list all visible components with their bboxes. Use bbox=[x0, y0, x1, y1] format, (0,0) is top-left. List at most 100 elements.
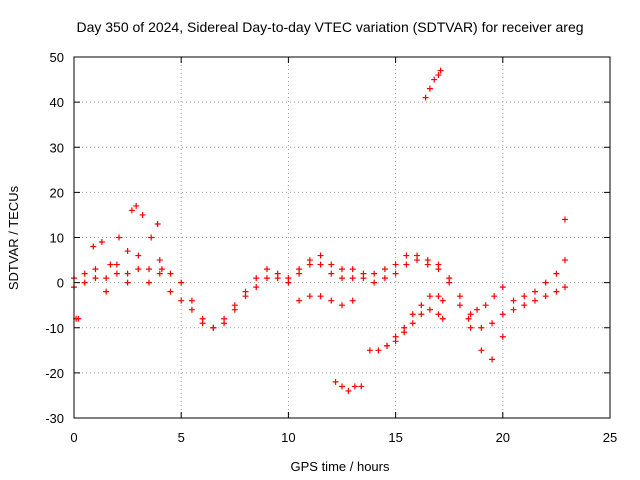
plot-frame bbox=[73, 56, 611, 419]
data-point bbox=[467, 311, 474, 318]
data-point bbox=[156, 257, 163, 264]
data-point bbox=[167, 288, 174, 295]
data-point bbox=[456, 293, 463, 300]
data-point bbox=[531, 288, 538, 295]
data-point bbox=[339, 383, 345, 390]
data-point bbox=[253, 275, 260, 282]
data-point bbox=[392, 261, 399, 268]
data-point bbox=[221, 320, 228, 327]
x-tick-label: 20 bbox=[496, 430, 510, 445]
data-point bbox=[435, 293, 442, 300]
data-point bbox=[339, 275, 345, 282]
data-point bbox=[422, 94, 429, 101]
grid bbox=[74, 57, 610, 418]
y-tick-label: 20 bbox=[50, 185, 64, 200]
data-point bbox=[371, 270, 378, 277]
data-point bbox=[103, 275, 110, 282]
data-point bbox=[210, 324, 217, 331]
data-point bbox=[124, 248, 131, 255]
data-point bbox=[561, 257, 568, 264]
data-point bbox=[188, 297, 195, 304]
data-point bbox=[553, 270, 560, 277]
data-point bbox=[403, 261, 410, 268]
data-point bbox=[107, 261, 114, 268]
data-point bbox=[103, 288, 110, 295]
data-point bbox=[531, 297, 538, 304]
data-point bbox=[199, 320, 206, 327]
data-point bbox=[375, 347, 382, 354]
series-track-b bbox=[71, 257, 568, 363]
data-point bbox=[499, 333, 506, 340]
data-point bbox=[345, 387, 352, 394]
y-tick-label: 10 bbox=[50, 231, 64, 246]
data-point bbox=[491, 293, 498, 300]
data-point bbox=[146, 279, 153, 286]
data-point bbox=[384, 342, 391, 349]
data-point bbox=[328, 297, 335, 304]
data-point bbox=[317, 293, 324, 300]
data-point bbox=[328, 261, 335, 268]
data-point bbox=[446, 279, 453, 286]
x-tick-label: 10 bbox=[281, 430, 295, 445]
data-point bbox=[510, 306, 517, 313]
data-point bbox=[431, 76, 438, 83]
data-point bbox=[371, 279, 378, 286]
x-axis-label: GPS time / hours bbox=[291, 459, 390, 474]
y-tick-label: -20 bbox=[45, 366, 64, 381]
data-point bbox=[135, 252, 142, 259]
data-point bbox=[113, 261, 120, 268]
data-point bbox=[358, 383, 365, 390]
data-point bbox=[437, 67, 444, 74]
x-tick-label: 0 bbox=[70, 430, 77, 445]
y-tick-label: 40 bbox=[50, 95, 64, 110]
data-point bbox=[128, 207, 135, 214]
data-point bbox=[253, 284, 260, 291]
data-point bbox=[75, 315, 82, 322]
data-point bbox=[435, 72, 442, 79]
data-point bbox=[124, 279, 131, 286]
data-point bbox=[139, 211, 146, 218]
data-point bbox=[381, 266, 388, 273]
series-arc-f bbox=[384, 306, 446, 349]
data-point bbox=[465, 315, 472, 322]
data-point bbox=[81, 279, 88, 286]
series-spikes bbox=[90, 202, 165, 273]
data-point bbox=[381, 275, 388, 282]
data-point bbox=[401, 329, 408, 336]
y-axis-label: SDTVAR / TECUs bbox=[6, 185, 21, 290]
data-point bbox=[499, 311, 506, 318]
data-point bbox=[435, 266, 442, 273]
data-point bbox=[521, 293, 528, 300]
data-point bbox=[242, 293, 249, 300]
data-point bbox=[349, 275, 356, 282]
data-point bbox=[306, 293, 313, 300]
data-point bbox=[116, 234, 123, 241]
data-point bbox=[135, 266, 142, 273]
data-points bbox=[71, 67, 568, 394]
data-point bbox=[542, 279, 549, 286]
data-point bbox=[482, 302, 489, 309]
data-point bbox=[409, 311, 416, 318]
data-point bbox=[148, 234, 155, 241]
data-point bbox=[317, 261, 324, 268]
data-point bbox=[351, 383, 358, 390]
data-point bbox=[339, 266, 345, 273]
data-point bbox=[409, 320, 416, 327]
data-point bbox=[263, 266, 270, 273]
data-point bbox=[92, 266, 99, 273]
data-point bbox=[426, 306, 433, 313]
data-point bbox=[392, 270, 399, 277]
data-point bbox=[478, 347, 485, 354]
y-tick-label: -10 bbox=[45, 321, 64, 336]
data-point bbox=[81, 270, 88, 277]
y-tick-label: 50 bbox=[50, 50, 64, 65]
x-tick-label: 15 bbox=[388, 430, 402, 445]
data-point bbox=[231, 306, 238, 313]
data-point bbox=[167, 270, 174, 277]
data-point bbox=[435, 311, 442, 318]
data-point bbox=[92, 275, 99, 282]
chart-title: Day 350 of 2024, Sidereal Day-to-day VTE… bbox=[76, 19, 583, 35]
data-point bbox=[474, 306, 481, 313]
data-point bbox=[403, 252, 410, 259]
